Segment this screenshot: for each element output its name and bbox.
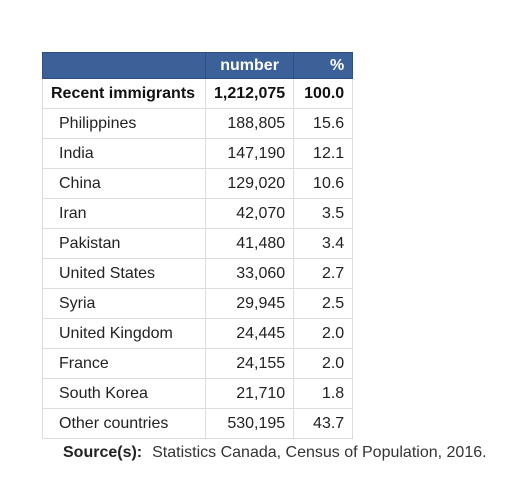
row-number: 1,212,075 [204, 78, 295, 109]
source-note: Source(s): Statistics Canada, Census of P… [63, 444, 487, 462]
row-percent: 3.4 [293, 228, 354, 259]
row-percent: 2.5 [293, 288, 354, 319]
row-percent: 3.5 [293, 198, 354, 229]
row-percent: 15.6 [293, 108, 354, 139]
row-label: Other countries [42, 408, 206, 439]
row-percent: 2.7 [293, 258, 354, 289]
row-label: Iran [42, 198, 206, 229]
table-row: United States 33,060 2.7 [42, 258, 354, 289]
source-label: Source(s): [63, 444, 143, 461]
row-number: 188,805 [204, 108, 295, 139]
table-row: France 24,155 2.0 [42, 348, 354, 379]
row-percent: 1.8 [293, 378, 354, 409]
table-row: Syria 29,945 2.5 [42, 288, 354, 319]
table-row: China 129,020 10.6 [42, 168, 354, 199]
header-blank-cell [42, 52, 206, 79]
table-header-row: number % [42, 52, 354, 79]
row-label: United States [42, 258, 206, 289]
table-row: India 147,190 12.1 [42, 138, 354, 169]
table-row-total: Recent immigrants 1,212,075 100.0 [42, 78, 354, 109]
row-percent: 100.0 [293, 78, 354, 109]
row-label: Philippines [42, 108, 206, 139]
row-label: South Korea [42, 378, 206, 409]
row-number: 129,020 [204, 168, 295, 199]
row-label: China [42, 168, 206, 199]
row-number: 530,195 [204, 408, 295, 439]
row-percent: 2.0 [293, 318, 354, 349]
immigrants-table: number % Recent immigrants 1,212,075 100… [42, 52, 354, 439]
table-row: Iran 42,070 3.5 [42, 198, 354, 229]
immigrants-table-container: number % Recent immigrants 1,212,075 100… [42, 52, 354, 439]
row-number: 41,480 [204, 228, 295, 259]
row-percent: 2.0 [293, 348, 354, 379]
row-label: Syria [42, 288, 206, 319]
table-row: Philippines 188,805 15.6 [42, 108, 354, 139]
row-number: 33,060 [204, 258, 295, 289]
row-number: 147,190 [204, 138, 295, 169]
row-percent: 43.7 [293, 408, 354, 439]
row-label: France [42, 348, 206, 379]
source-text: Statistics Canada, Census of Population,… [152, 444, 487, 461]
row-label: United Kingdom [42, 318, 206, 349]
row-label: Recent immigrants [42, 78, 206, 109]
row-number: 24,155 [204, 348, 295, 379]
row-number: 29,945 [204, 288, 295, 319]
header-percent: % [293, 52, 354, 79]
row-number: 24,445 [204, 318, 295, 349]
table-row: South Korea 21,710 1.8 [42, 378, 354, 409]
row-number: 42,070 [204, 198, 295, 229]
table-row: United Kingdom 24,445 2.0 [42, 318, 354, 349]
row-percent: 12.1 [293, 138, 354, 169]
table-row: Other countries 530,195 43.7 [42, 408, 354, 439]
row-number: 21,710 [204, 378, 295, 409]
table-row: Pakistan 41,480 3.4 [42, 228, 354, 259]
row-label: India [42, 138, 206, 169]
row-percent: 10.6 [293, 168, 354, 199]
row-label: Pakistan [42, 228, 206, 259]
header-number: number [204, 52, 295, 79]
